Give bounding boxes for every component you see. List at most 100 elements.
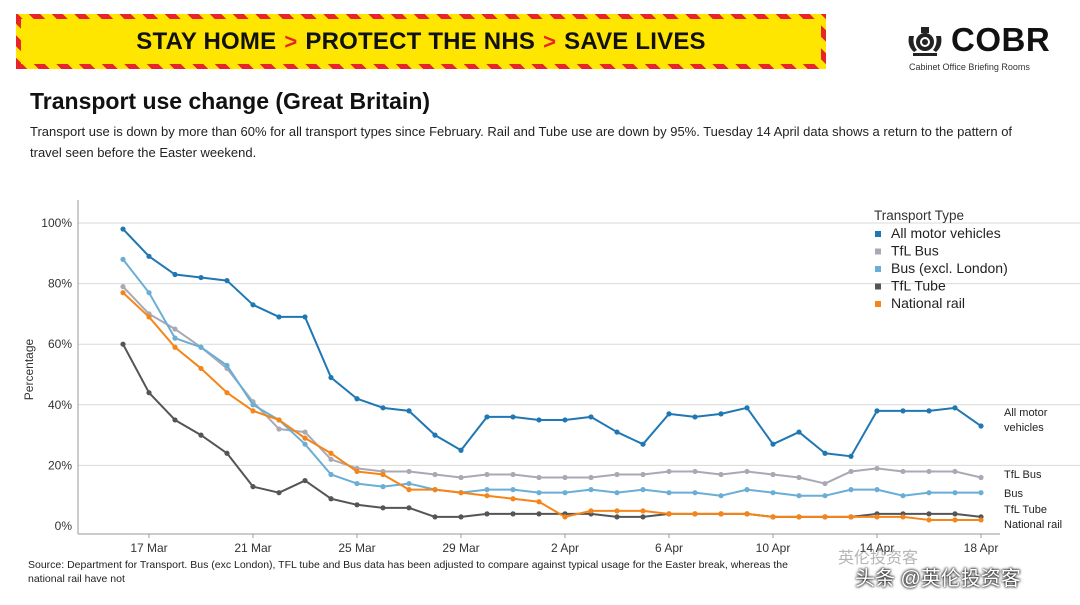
data-point-tfl-tube <box>536 511 542 517</box>
logo-name: COBR <box>951 21 1051 58</box>
x-tick-label: 18 Apr <box>964 541 999 555</box>
y-tick-label: 60% <box>48 337 72 351</box>
end-label-all-motor-vehicles: All motor vehicles <box>1004 407 1048 434</box>
data-point-national-rail <box>406 487 412 493</box>
data-point-national-rail <box>666 511 672 517</box>
data-point-national-rail <box>484 493 490 499</box>
series-line-bus-excl-london <box>122 258 981 497</box>
source-note: Source: Department for Transport. Bus (e… <box>28 559 788 585</box>
data-point-tfl-bus <box>640 471 646 478</box>
data-point-all-motor-vehicles <box>198 274 204 281</box>
data-point-national-rail <box>328 450 334 456</box>
data-point-national-rail <box>952 517 958 523</box>
data-point-tfl-bus <box>536 474 542 481</box>
data-point-tfl-tube <box>198 432 204 438</box>
legend-swatch-tfl-bus <box>875 248 881 255</box>
data-point-all-motor-vehicles <box>562 417 568 423</box>
data-point-all-motor-vehicles <box>770 441 776 447</box>
data-point-all-motor-vehicles <box>952 405 958 411</box>
y-tick-label: 100% <box>41 216 72 230</box>
legend-title: Transport Type <box>874 208 964 223</box>
data-point-bus-excl-london <box>328 471 334 478</box>
y-tick-label: 80% <box>48 277 72 291</box>
data-point-national-rail <box>822 514 828 520</box>
data-point-national-rail <box>848 514 854 520</box>
data-point-national-rail <box>458 490 464 496</box>
series-line-national-rail <box>122 291 981 521</box>
data-point-national-rail <box>432 487 438 493</box>
data-point-bus-excl-london <box>666 490 672 496</box>
data-point-national-rail <box>536 499 542 505</box>
end-label-bus-excl-london: Bus <box>1004 488 1023 500</box>
x-tick-label: 14 Apr <box>860 541 895 555</box>
data-point-tfl-tube <box>224 450 230 456</box>
data-point-bus-excl-london <box>614 490 620 496</box>
data-point-all-motor-vehicles <box>796 429 802 435</box>
data-point-all-motor-vehicles <box>406 408 412 414</box>
data-point-bus-excl-london <box>562 490 568 496</box>
x-tick-label: 25 Mar <box>338 541 375 555</box>
data-point-national-rail <box>198 365 204 372</box>
data-point-tfl-tube <box>432 514 438 520</box>
data-point-national-rail <box>718 511 724 517</box>
data-point-national-rail <box>510 496 516 502</box>
data-point-all-motor-vehicles <box>146 253 152 259</box>
legend-swatch-tfl-tube <box>875 283 881 290</box>
legend-swatch-bus-excl-london <box>875 266 881 272</box>
data-point-tfl-tube <box>250 484 256 490</box>
data-point-all-motor-vehicles <box>744 405 750 411</box>
data-point-all-motor-vehicles <box>666 411 672 417</box>
data-point-tfl-bus <box>484 471 490 478</box>
data-point-tfl-bus <box>432 471 438 478</box>
slogan-part-protect-nhs: PROTECT THE NHS <box>305 27 536 55</box>
legend-item-tfl-bus: TfL Bus <box>891 243 939 259</box>
slogan-separator-1: > <box>284 28 298 54</box>
data-point-national-rail <box>380 471 386 478</box>
data-point-all-motor-vehicles <box>900 408 906 414</box>
legend-item-tfl-tube: TfL Tube <box>891 278 946 294</box>
data-point-tfl-tube <box>328 496 334 502</box>
series-layer <box>120 226 984 523</box>
data-point-tfl-tube <box>354 502 360 508</box>
data-point-tfl-bus <box>510 471 516 478</box>
royal-crest-icon <box>908 27 942 56</box>
data-point-tfl-bus <box>172 326 178 332</box>
data-point-national-rail <box>302 435 308 441</box>
data-point-all-motor-vehicles <box>926 408 932 414</box>
data-point-tfl-bus <box>328 456 334 462</box>
data-point-tfl-tube <box>614 514 620 520</box>
data-point-all-motor-vehicles <box>354 396 360 402</box>
data-point-all-motor-vehicles <box>692 414 698 420</box>
data-point-all-motor-vehicles <box>588 414 594 420</box>
data-point-tfl-bus <box>588 474 594 481</box>
data-point-national-rail <box>978 517 984 523</box>
data-point-national-rail <box>770 514 776 520</box>
data-point-tfl-tube <box>146 390 152 396</box>
legend-swatch-national-rail <box>875 301 881 307</box>
data-point-all-motor-vehicles <box>614 429 620 435</box>
data-point-all-motor-vehicles <box>978 423 984 429</box>
data-point-all-motor-vehicles <box>328 374 334 381</box>
data-point-all-motor-vehicles <box>848 453 854 459</box>
data-point-all-motor-vehicles <box>250 302 256 308</box>
data-point-bus-excl-london <box>900 493 906 499</box>
chart-subtitle: Transport use is down by more than 60% f… <box>30 124 1013 160</box>
data-point-bus-excl-london <box>120 256 126 262</box>
chart-legend: Transport Type All motor vehicles TfL BusB… <box>874 208 1008 311</box>
data-point-tfl-tube <box>120 341 126 347</box>
data-point-bus-excl-london <box>536 490 542 496</box>
series-all-motor-vehicles <box>120 226 984 459</box>
data-point-tfl-bus <box>848 468 854 475</box>
data-point-national-rail <box>250 408 256 414</box>
data-point-national-rail <box>146 314 152 320</box>
data-point-tfl-tube <box>406 505 412 511</box>
data-point-bus-excl-london <box>224 362 230 369</box>
credit-text: 头条 @英伦投资客 <box>855 568 1021 590</box>
end-label-national-rail: National rail <box>1004 519 1062 531</box>
data-point-all-motor-vehicles <box>432 432 438 438</box>
data-point-bus-excl-london <box>640 487 646 493</box>
data-point-bus-excl-london <box>822 493 828 499</box>
x-tick-label: 17 Mar <box>130 541 167 555</box>
end-label-layer: All motor vehicles TfL Bus Bus TfL Tube Natio… <box>1004 407 1062 531</box>
data-point-all-motor-vehicles <box>484 414 490 420</box>
